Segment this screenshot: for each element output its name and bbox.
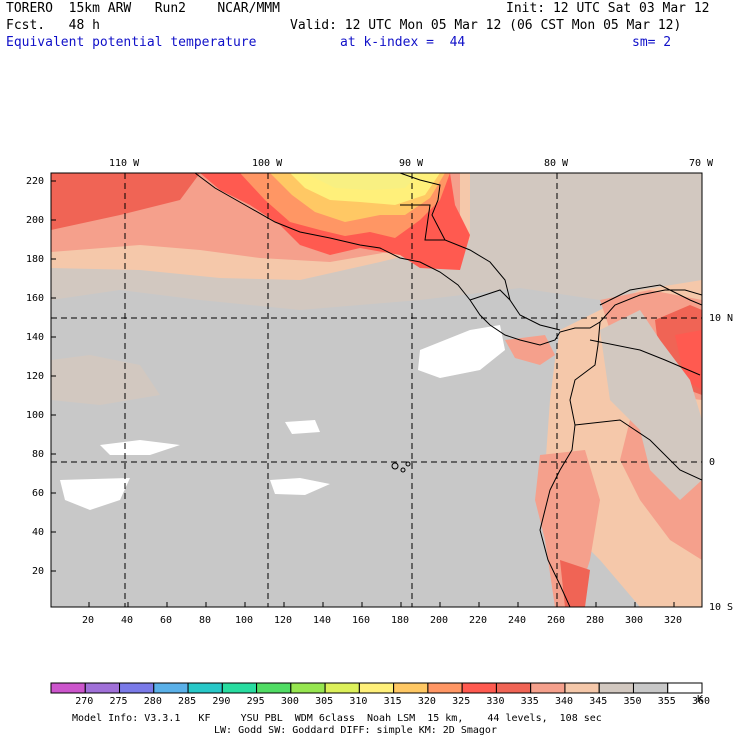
field-patch-330-coast <box>560 560 590 607</box>
y-tick-label: 140 <box>26 332 45 343</box>
model-title: TORERO 15km ARW Run2 NCAR/MMM <box>6 1 280 16</box>
y-tick-label: 80 <box>32 449 45 460</box>
x-tick-label: 240 <box>508 615 527 626</box>
y-axis-ticks <box>51 180 56 572</box>
coastline-pacific-central-america <box>194 173 702 346</box>
coastline-venezuela <box>599 284 702 306</box>
graticule <box>51 173 702 607</box>
galapagos-island-b <box>400 467 406 473</box>
lon-label-90w: 90 W <box>399 158 424 169</box>
colorbar-label: 300 <box>280 696 299 707</box>
model-info-line2: LW: Godd SW: Goddard DIFF: simple KM: 2D… <box>214 725 497 736</box>
x-tick-label: 200 <box>430 615 449 626</box>
x-tick-label: 120 <box>274 615 293 626</box>
y-tick-label: 180 <box>26 254 45 265</box>
x-tick-label: 160 <box>352 615 371 626</box>
border-nicaragua <box>469 289 511 301</box>
field-patch-345-west <box>51 355 160 405</box>
init-time: Init: 12 UTC Sat 03 Mar 12 <box>506 1 710 16</box>
y-tick-label: 60 <box>32 488 45 499</box>
x-tick-label: 140 <box>313 615 332 626</box>
colorbar-unit: K <box>697 694 704 705</box>
y-tick-label: 160 <box>26 293 45 304</box>
y-tick-label: 20 <box>32 566 45 577</box>
border-peru <box>574 419 702 481</box>
level-info: at k-index = 44 <box>340 35 466 50</box>
lon-label-70w: 70 W <box>689 158 714 169</box>
colorbar-label: 305 <box>315 696 334 707</box>
y-tick-label: 100 <box>26 410 45 421</box>
x-tick-label: 100 <box>235 615 254 626</box>
y-tick-label: 40 <box>32 527 45 538</box>
lat-label-10n: 10 N <box>709 313 734 324</box>
x-tick-label: 300 <box>625 615 644 626</box>
field-patch-310-mexico <box>305 173 420 190</box>
x-tick-label: 320 <box>664 615 683 626</box>
coastline-caribbean <box>399 173 561 331</box>
lon-label-110w: 110 W <box>109 158 140 169</box>
x-axis-ticks <box>88 602 675 607</box>
x-tick-label: 80 <box>199 615 212 626</box>
y-tick-label: 120 <box>26 371 45 382</box>
field-patch-330-west <box>51 173 200 230</box>
field-patch-360-e <box>285 420 320 434</box>
field-patch-360-b <box>100 440 180 455</box>
x-tick-label: 220 <box>469 615 488 626</box>
x-tick-label: 60 <box>160 615 173 626</box>
colorbar-label: 285 <box>178 696 197 707</box>
colorbar-label: 280 <box>143 696 162 707</box>
field-patch-325-colombia <box>675 330 702 390</box>
colorbar-label: 295 <box>246 696 265 707</box>
colorbar-label: 290 <box>212 696 231 707</box>
x-tick-label: 280 <box>586 615 605 626</box>
forecast-hour: Fcst. 48 h <box>6 18 100 33</box>
colorbar-label: 275 <box>109 696 128 707</box>
lat-label-10s: 10 S <box>709 602 734 613</box>
colorbar-label: 270 <box>75 696 94 707</box>
border-colombia <box>589 339 701 376</box>
y-tick-label: 200 <box>26 215 45 226</box>
field-name: Equivalent potential temperature <box>6 35 257 50</box>
colorbar-label: 335 <box>520 696 539 707</box>
field-patch-360-a <box>418 325 505 378</box>
galapagos-island-a <box>391 462 399 470</box>
lon-label-100w: 100 W <box>252 158 283 169</box>
coastline-ecuador-peru <box>539 321 601 607</box>
colorbar-label: 355 <box>657 696 676 707</box>
x-tick-label: 20 <box>82 615 95 626</box>
x-tick-label: 260 <box>547 615 566 626</box>
colorbar-label: 320 <box>417 696 436 707</box>
colorbar-label: 315 <box>383 696 402 707</box>
smoothing-info: sm= 2 <box>632 35 672 50</box>
map-field <box>51 173 702 607</box>
lat-label-0: 0 <box>709 457 716 468</box>
lon-label-80w: 80 W <box>544 158 569 169</box>
field-patch-345-amazon <box>600 310 702 500</box>
colorbar-label: 350 <box>623 696 642 707</box>
colorbar-label: 360 <box>692 696 711 707</box>
valid-time: Valid: 12 UTC Mon 05 Mar 12 (06 CST Mon … <box>290 18 682 33</box>
border-guatemala <box>400 204 445 241</box>
x-tick-label: 40 <box>121 615 134 626</box>
field-patch-360-c <box>60 478 130 510</box>
field-patch-335-panama <box>505 335 555 365</box>
coastlines <box>194 173 702 607</box>
galapagos-island-c <box>405 461 411 467</box>
map-frame <box>50 172 703 608</box>
model-info-line1: Model Info: V3.3.1 KF YSU PBL WDM 6class… <box>72 713 602 724</box>
colorbar-label: 340 <box>554 696 573 707</box>
colorbar-label: 325 <box>452 696 471 707</box>
y-tick-label: 220 <box>26 176 45 187</box>
colorbar-label: 310 <box>349 696 368 707</box>
x-tick-label: 180 <box>391 615 410 626</box>
colorbar-label: 330 <box>486 696 505 707</box>
colorbar-label: 345 <box>589 696 608 707</box>
field-patch-360-d <box>270 478 330 495</box>
